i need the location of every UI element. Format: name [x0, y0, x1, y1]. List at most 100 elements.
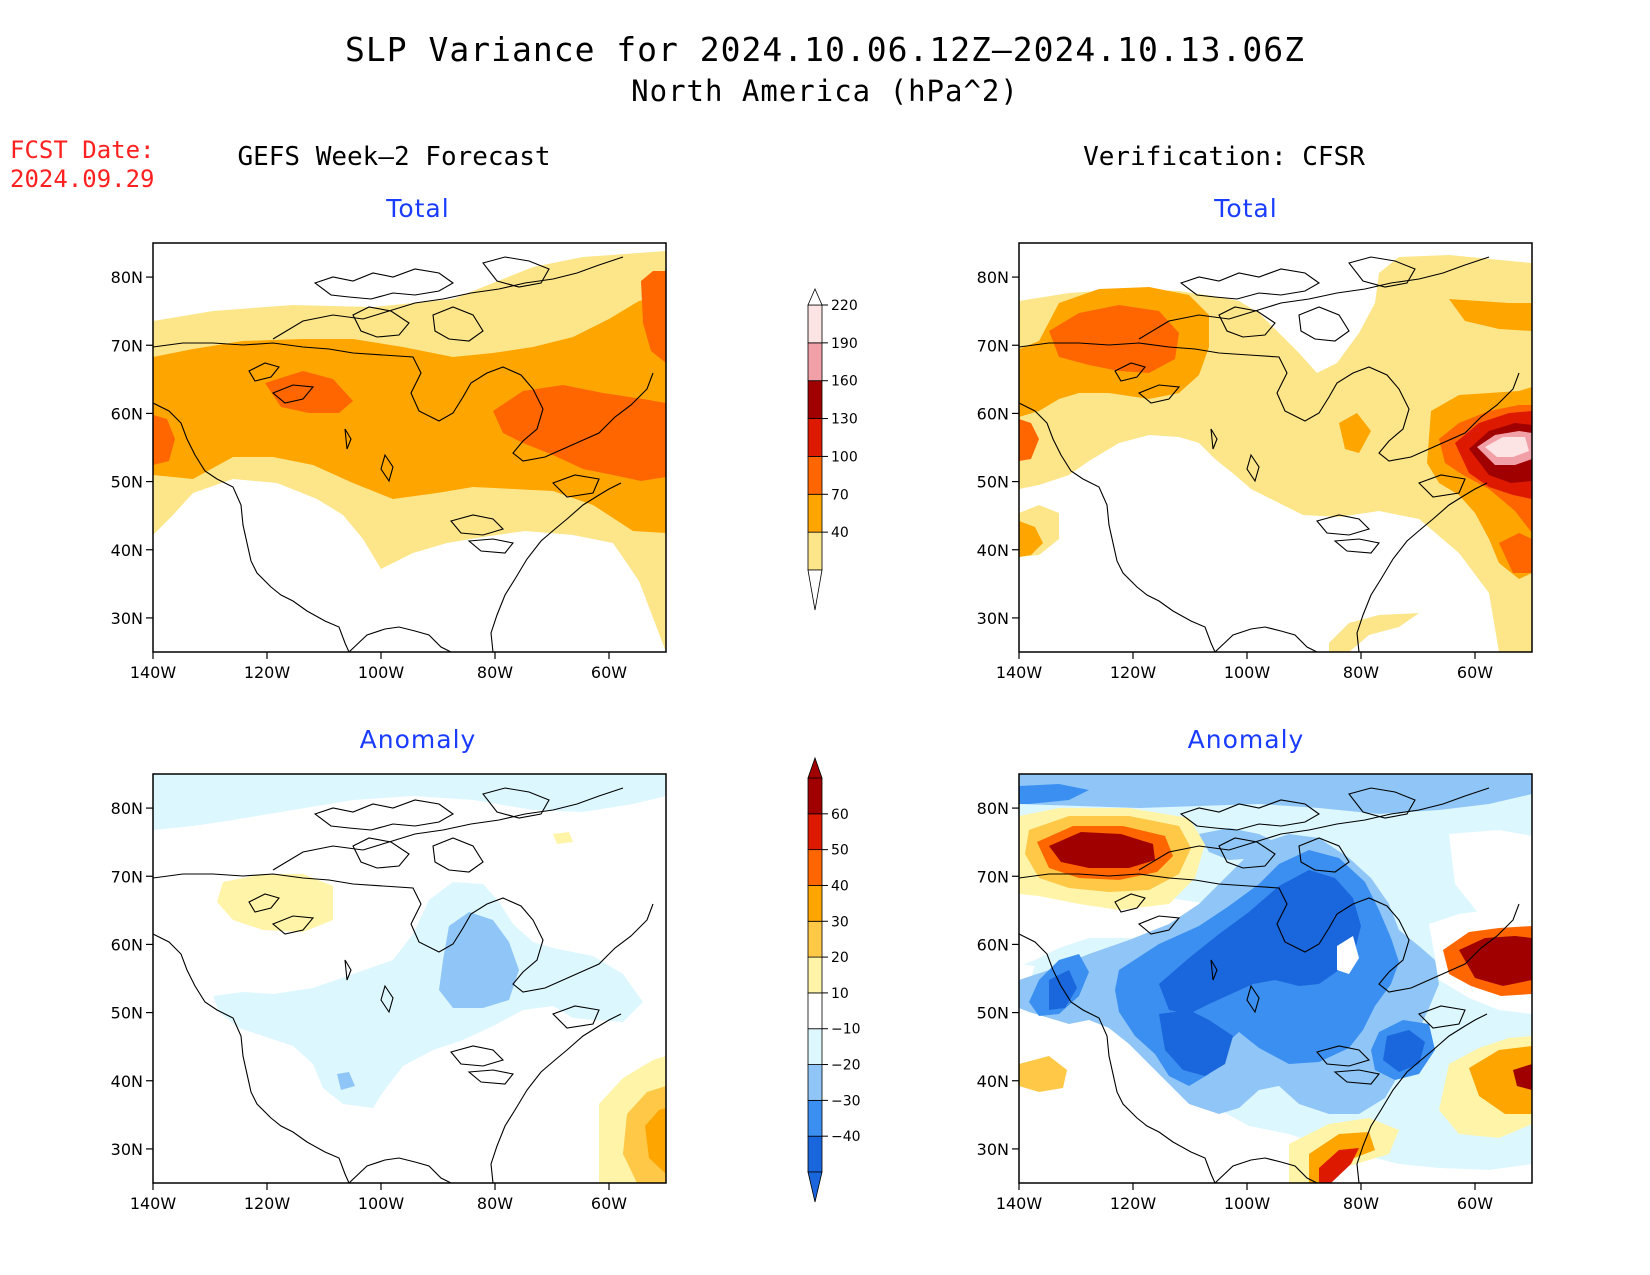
colorbar-swatch [807, 849, 823, 886]
contour-region [153, 774, 666, 830]
lat-label: 50N [111, 1004, 143, 1023]
colorbar-swatch [807, 956, 823, 994]
lat-label: 80N [977, 799, 1009, 818]
lat-label: 40N [111, 541, 143, 560]
panel-title-cfsr-total: Total [1214, 194, 1278, 223]
contour-region [553, 832, 573, 844]
colorbar-label: 70 [831, 487, 849, 503]
lon-label: 140W [130, 1194, 177, 1213]
lon-label: 120W [1110, 1194, 1157, 1213]
colorbar-label: 20 [831, 950, 849, 966]
map-panel-cfsr-anomaly: 80N 70N 60N 50N 40N 30N 140W 120W 100W 80W 60W [977, 773, 1533, 1213]
colorbars-layer: 40 70 100 130 160 190 220 −40 −30 −20 −10 10 20 30 40 5… [807, 288, 861, 1203]
colorbar-label: 130 [831, 412, 858, 428]
contour-fill-layer [1019, 774, 1532, 1183]
contour-region [1513, 1064, 1532, 1090]
colorbar-label: −10 [831, 1022, 861, 1038]
lat-label: 30N [111, 1140, 143, 1159]
contour-region [1383, 1030, 1425, 1072]
contour-region [1019, 774, 1532, 814]
lon-label: 60W [591, 1194, 627, 1213]
contour-region [1329, 613, 1419, 652]
colorbar-total: 40 70 100 130 160 190 220 [807, 288, 858, 611]
contour-region [153, 415, 175, 465]
colorbar-swatch [807, 456, 823, 495]
lat-label: 30N [977, 609, 1009, 628]
colorbar-label: 40 [831, 878, 849, 894]
contour-region [1019, 419, 1039, 461]
colorbar-label: 10 [831, 986, 849, 1002]
lon-label: 60W [591, 663, 627, 682]
lat-label: 30N [111, 609, 143, 628]
contour-region [1159, 1010, 1233, 1076]
colorbar-swatch [807, 342, 823, 382]
colorbar-anomaly: −40 −30 −20 −10 10 20 30 40 50 60 [807, 756, 861, 1203]
map-frame [152, 242, 667, 653]
lon-label: 80W [477, 1194, 513, 1213]
forecast-date-block: FCST Date: 2024.09.29 [10, 136, 155, 194]
colorbar-swatch [807, 1028, 823, 1065]
lon-label: 120W [1110, 663, 1157, 682]
contour-region [1449, 830, 1532, 934]
lat-label: 80N [977, 268, 1009, 287]
panels-layer: 80N 70N 60N 50N 40N 30N 140W 120W 100W 80W 60W 80N 7… [111, 242, 1533, 1213]
lon-label: 60W [1457, 663, 1493, 682]
lat-label: 50N [977, 473, 1009, 492]
colorbar-swatch [807, 777, 823, 815]
lat-label: 40N [977, 1072, 1009, 1091]
lat-label: 70N [111, 336, 143, 355]
colorbar-swatch [807, 304, 823, 344]
lon-label: 140W [996, 663, 1043, 682]
lat-label: 60N [111, 404, 143, 423]
colorbar-swatch [807, 418, 823, 457]
main-subtitle: North America (hPa^2) [631, 74, 1019, 108]
lon-label: 80W [1343, 1194, 1379, 1213]
contour-region [153, 295, 666, 533]
contour-region [1019, 784, 1089, 804]
contour-region [337, 1072, 355, 1090]
lat-label: 70N [977, 336, 1009, 355]
lat-label: 50N [111, 473, 143, 492]
map-frame [1018, 773, 1533, 1184]
column-header-cfsr: Verification: CFSR [1083, 142, 1365, 172]
colorbar-label: 30 [831, 914, 849, 930]
panel-title-gefs-anomaly: Anomaly [359, 725, 477, 754]
contour-region [1199, 828, 1279, 860]
colorbar-swatch [807, 493, 823, 533]
contour-region [1339, 413, 1371, 453]
contour-region [1319, 1148, 1359, 1183]
contour-region [1019, 521, 1043, 557]
lon-label: 120W [244, 1194, 291, 1213]
contour-region [1049, 832, 1155, 868]
lat-label: 50N [977, 1004, 1009, 1023]
lat-label: 80N [111, 799, 143, 818]
colorbar-label: −30 [831, 1093, 861, 1109]
lon-label: 100W [358, 663, 405, 682]
colorbar-swatch [807, 1135, 823, 1173]
colorbar-swatch [807, 1099, 823, 1137]
contour-region [1459, 936, 1532, 986]
contour-region [493, 385, 666, 481]
lat-label: 40N [111, 1072, 143, 1091]
column-header-gefs: GEFS Week–2 Forecast [237, 142, 551, 172]
colorbar-label: −20 [831, 1058, 861, 1074]
colorbar-label: 190 [831, 336, 858, 352]
colorbar-bottom-arrow [807, 1171, 823, 1203]
colorbar-label: 160 [831, 374, 858, 390]
contour-fill-layer [153, 774, 666, 1183]
map-frame [1018, 242, 1533, 653]
contour-region [1019, 1056, 1067, 1092]
colorbar-swatch [807, 813, 823, 851]
contour-region [1499, 533, 1532, 573]
lon-label: 100W [358, 1194, 405, 1213]
map-panel-gefs-anomaly: 80N 70N 60N 50N 40N 30N 140W 120W 100W 80W 60W [111, 773, 667, 1213]
colorbar-swatch [807, 380, 823, 419]
lat-label: 70N [977, 867, 1009, 886]
lat-label: 60N [977, 404, 1009, 423]
contour-region [1485, 437, 1529, 457]
colorbar-swatch [807, 531, 823, 571]
lat-label: 60N [111, 935, 143, 954]
map-frame [152, 773, 667, 1184]
forecast-date-label: FCST Date: [10, 136, 155, 164]
